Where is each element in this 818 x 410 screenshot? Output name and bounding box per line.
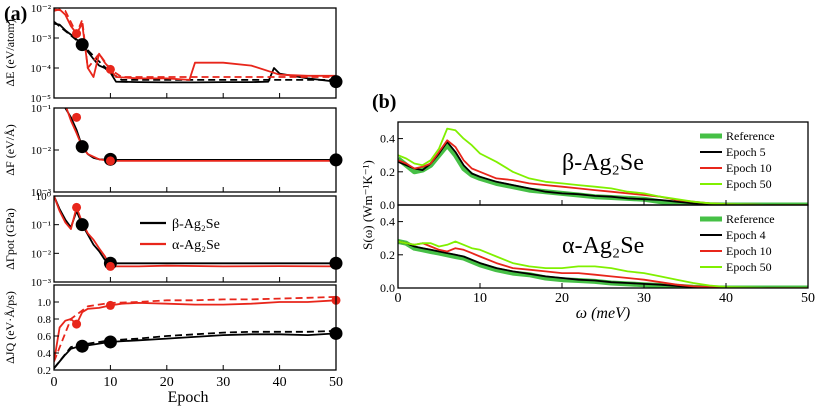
energy-y-label: ΔE (eV/atom) (3, 19, 17, 86)
heat-flux-marker (103, 335, 117, 349)
legend-beta-label: β-Ag₂Se (172, 217, 220, 232)
stress-ytick-label: 10⁻¹ (31, 220, 51, 232)
panel-b-label: (b) (372, 91, 396, 113)
panel-a-xtick-label: 50 (329, 375, 343, 390)
force-error-plot: 10⁻³ 10⁻² 10⁻¹ ΔF (eV/Å) (3, 103, 343, 199)
panel-b-x-label: ω (meV) (576, 305, 630, 322)
panel-b-y-label: S(ω) (Wm⁻¹K⁻¹) (360, 160, 375, 250)
heat-flux-frame (53, 284, 337, 371)
alpha-spectrum-plot: 0.0 0.2 0.4 α-Ag₂Se Reference Epoch 4 Epoch 10… (380, 204, 809, 295)
panel-b-xtick-label: 10 (473, 291, 487, 306)
beta-spectrum-annotation: β-Ag₂Se (562, 150, 644, 176)
panel-a-xtick-label: 40 (273, 375, 287, 390)
panel-a-legend: β-Ag₂Se α-Ag₂Se (140, 217, 220, 253)
panel-b-x-axis: 0 10 20 30 40 50 (395, 291, 816, 306)
heat-flux-series-line (54, 296, 336, 362)
alpha-spectrum-series-line (398, 240, 808, 288)
legend-alpha-label: α-Ag₂Se (172, 238, 220, 253)
stress-marker (105, 261, 115, 271)
beta-spectrum-legend-label: Reference (726, 129, 775, 143)
force-ytick-label: 10⁻² (31, 145, 52, 157)
heat-flux-ytick-label: 1.0 (37, 297, 51, 309)
alpha-spectrum-legend-label: Reference (726, 212, 775, 226)
energy-error-plot: 10⁻⁵ 10⁻⁴ 10⁻³ 10⁻² ΔE (eV/atom) (3, 3, 343, 105)
stress-series-line (54, 196, 336, 268)
panel-b-xtick-label: 30 (637, 291, 651, 306)
heat-flux-series-line (54, 332, 336, 369)
heat-flux-ytick-label: 0.4 (37, 348, 51, 360)
force-marker (72, 112, 82, 122)
energy-frame (53, 7, 337, 99)
stress-ytick-label: 10⁰ (36, 191, 52, 203)
heat-flux-marker (105, 300, 115, 310)
stress-frame (53, 195, 337, 283)
energy-marker (75, 38, 89, 52)
panel-a-x-label: Epoch (168, 389, 209, 406)
stress-series-line (54, 196, 336, 265)
heat-flux-series-line (54, 299, 336, 362)
energy-ytick-label: 10⁻⁴ (30, 63, 51, 75)
beta-spectrum-legend-label: Epoch 10 (726, 161, 772, 175)
panel-a-label: (a) (4, 3, 27, 25)
beta-spectrum-ytick-label: 0.0 (380, 198, 395, 212)
panel-a-xtick-label: 30 (216, 375, 230, 390)
panel-a-xtick-label: 10 (103, 375, 117, 390)
alpha-spectrum-series-line (398, 240, 808, 288)
panel-b-xtick-label: 20 (555, 291, 569, 306)
heat-flux-ytick-label: 0.8 (37, 314, 51, 326)
panel-a-xtick-label: 20 (160, 375, 174, 390)
energy-series-line (54, 8, 336, 78)
force-series-line (64, 108, 336, 161)
alpha-spectrum-annotation: α-Ag₂Se (562, 233, 644, 259)
energy-ytick-label: 10⁻⁵ (30, 93, 51, 105)
energy-series-line (54, 22, 336, 84)
stress-ytick-label: 10⁻² (31, 248, 52, 260)
panel-b-xtick-label: 0 (395, 291, 402, 306)
heat-flux-ytick-label: 0.6 (37, 331, 51, 343)
force-ytick-label: 10⁻³ (31, 187, 52, 199)
stress-error-plot: 10⁻³ 10⁻² 10⁻¹ 10⁰ ΔΓpot (GPa) (3, 191, 343, 289)
heat-flux-error-plot: 0.2 0.4 0.6 0.8 1.0 ΔJQ (eV·Å/ps) (3, 284, 343, 377)
force-marker (75, 140, 89, 154)
energy-marker (72, 29, 82, 39)
energy-series-line (54, 8, 336, 81)
beta-spectrum-series-line (398, 127, 808, 205)
panel-b-xtick-label: 50 (801, 291, 815, 306)
alpha-spectrum-ytick-label: 0.2 (380, 248, 395, 262)
stress-ytick-label: 10⁻³ (31, 277, 52, 289)
alpha-spectrum-ytick-label: 0.0 (380, 281, 395, 295)
alpha-spectrum-legend-label: Epoch 10 (726, 244, 772, 258)
energy-marker (105, 64, 115, 74)
force-ytick-label: 10⁻¹ (31, 103, 51, 115)
heat-flux-y-label: ΔJQ (eV·Å/ps) (3, 291, 17, 364)
energy-ytick-label: 10⁻³ (31, 33, 52, 45)
stress-y-label: ΔΓpot (GPa) (3, 208, 17, 270)
alpha-spectrum-legend-label: Epoch 50 (726, 260, 772, 274)
alpha-spectrum-legend-label: Epoch 4 (726, 228, 766, 242)
alpha-spectrum-frame (397, 204, 809, 289)
panel-b-xtick-label: 40 (719, 291, 733, 306)
beta-spectrum-plot: 0.0 0.2 0.4 β-Ag₂Se Reference Epoch 5 Epoch 10… (380, 121, 809, 212)
heat-flux-ytick-label: 0.2 (37, 365, 51, 377)
force-marker (105, 156, 115, 166)
stress-marker (75, 218, 89, 232)
beta-spectrum-ytick-label: 0.2 (380, 165, 395, 179)
stress-marker (72, 202, 82, 212)
force-frame (53, 107, 337, 193)
alpha-spectrum-ytick-label: 0.4 (380, 215, 395, 229)
alpha-spectrum-series-line (398, 240, 808, 288)
panel-a-xtick-label: 0 (51, 375, 58, 390)
beta-spectrum-legend-label: Epoch 50 (726, 177, 772, 191)
panel-a-x-axis: 0 10 20 30 40 50 (51, 375, 344, 390)
heat-flux-marker (75, 339, 89, 353)
heat-flux-marker (72, 319, 82, 329)
force-y-label: ΔF (eV/Å) (3, 124, 17, 175)
energy-ytick-label: 10⁻² (31, 3, 52, 15)
force-series-line (65, 108, 336, 162)
energy-series-line (54, 21, 336, 81)
beta-spectrum-legend-label: Epoch 5 (726, 145, 766, 159)
beta-spectrum-ytick-label: 0.4 (380, 132, 395, 146)
